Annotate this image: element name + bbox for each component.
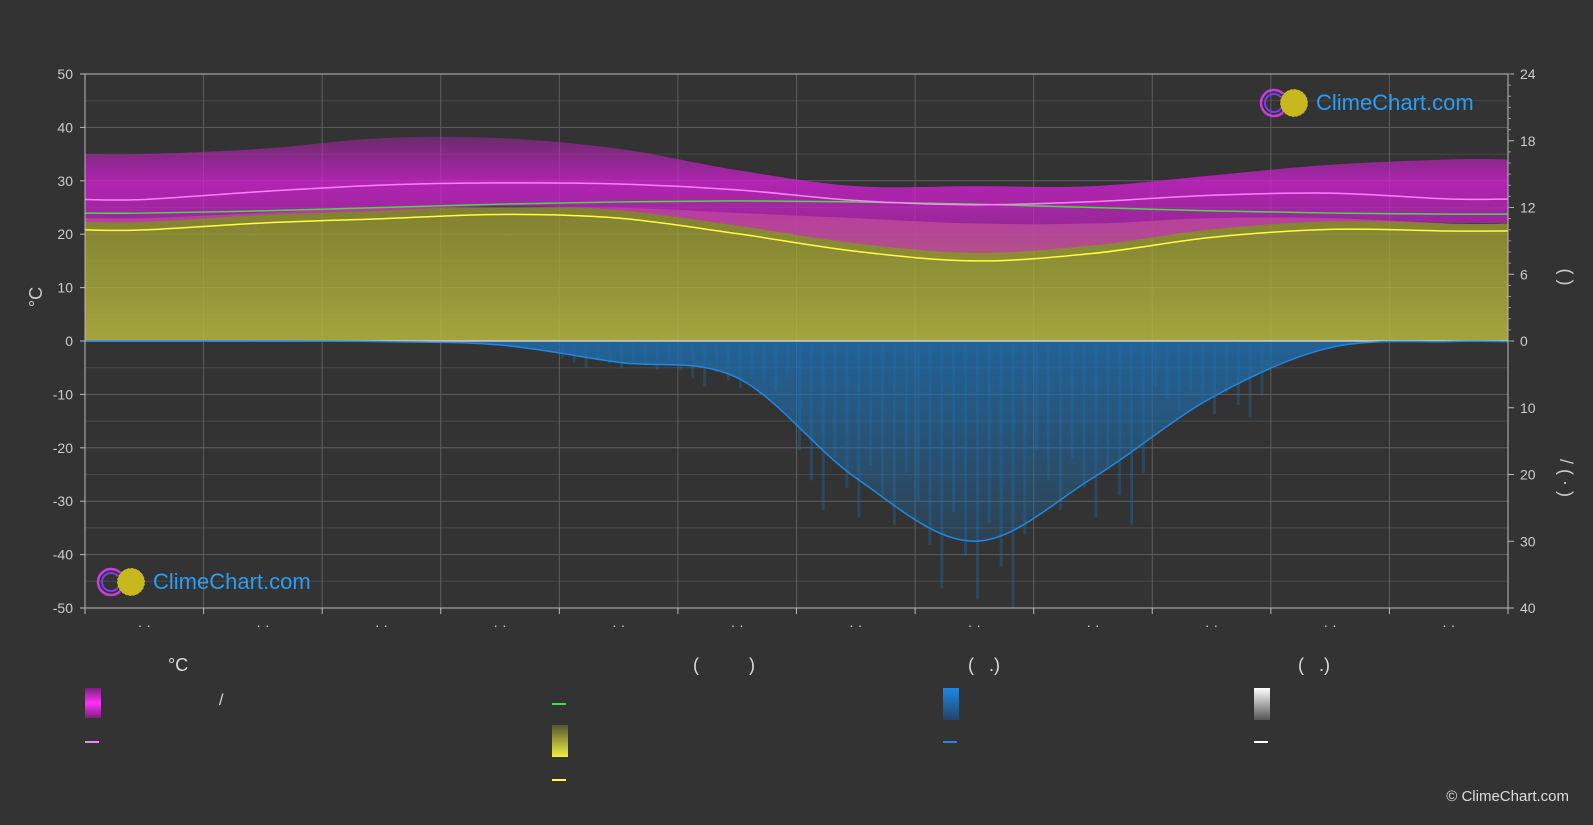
precipitation-line: [84, 340, 1509, 543]
y-tick-label-right-bottom: 20: [1520, 467, 1536, 483]
y-tick-label-right-top: 18: [1520, 133, 1536, 149]
x-tick-label: · ·: [1442, 617, 1455, 633]
legend-swatch-rain: [943, 688, 959, 720]
legend-swatch-max-line: [85, 741, 99, 743]
avg-max-temp-line: [84, 182, 1509, 206]
legend-swatch-rain-line: [943, 741, 957, 743]
logo-text: ClimeChart.com: [153, 569, 311, 594]
climechart-logo-icon: [1259, 88, 1309, 118]
legend-head-snow: ( .): [1298, 655, 1330, 675]
legend-swatch-daylight-line: [552, 703, 566, 705]
y-axis-title-left: °C: [26, 287, 46, 307]
y-tick-label-right-bottom: 40: [1520, 600, 1536, 616]
x-tick-label: · ·: [612, 617, 625, 633]
y-tick-label-left: 30: [57, 173, 73, 189]
y-tick-label-right-top: 6: [1520, 266, 1528, 282]
logo-text: ClimeChart.com: [1316, 90, 1474, 115]
x-tick-label: · ·: [731, 617, 744, 633]
y-tick-label-left: 40: [57, 119, 73, 135]
y-tick-label-left: 50: [57, 66, 73, 82]
y-tick-label-left: -50: [53, 600, 73, 616]
daylight-line: [84, 200, 1509, 216]
legend-head-rain: ( .): [968, 655, 1000, 675]
y-tick-label-left: 0: [65, 333, 73, 349]
legend: °C ( ) ( .) ( .) /: [0, 655, 1593, 825]
x-tick-label: · ·: [375, 617, 388, 633]
x-tick-label: · ·: [1324, 617, 1337, 633]
avg-min-temp-line: [84, 213, 1509, 262]
y-tick-label-right-top: 0: [1520, 333, 1528, 349]
y-tick-label-left: -40: [53, 547, 73, 563]
axes: 50 40 30 20 10 0 -10 -20 -30 -40 -50 24 18 12 6 0 10 20 30…: [53, 66, 1536, 633]
x-tick-label: · ·: [493, 617, 506, 633]
legend-swatch-temp-range: [85, 688, 101, 718]
series-lines: [84, 182, 1509, 543]
x-tick-label: · ·: [849, 617, 862, 633]
x-tick-label: · ·: [1086, 617, 1099, 633]
y-axis-title-right-bottom: / ( · ): [1556, 459, 1576, 497]
logo-top-right: ClimeChart.com: [1258, 87, 1474, 119]
legend-head-sun: ( ): [693, 655, 755, 675]
y-tick-label-right-top: 24: [1520, 66, 1536, 82]
sunshine-area: [85, 207, 1508, 341]
y-tick-label-left: -20: [53, 440, 73, 456]
y-tick-label-left: -10: [53, 386, 73, 402]
y-tick-label-left: 20: [57, 226, 73, 242]
climechart-logo-icon: [96, 567, 146, 597]
legend-slash: /: [219, 692, 224, 709]
x-tick-label: · ·: [256, 617, 269, 633]
precipitation-area: [85, 340, 1508, 542]
x-tick-label: · ·: [138, 617, 151, 633]
y-tick-label-right-bottom: 10: [1520, 400, 1536, 416]
x-tick-label: · ·: [1205, 617, 1218, 633]
legend-swatch-snow-line: [1254, 741, 1268, 743]
x-tick-label: · ·: [968, 617, 981, 633]
legend-swatch-min-line: [552, 779, 566, 781]
legend-swatch-snow: [1254, 688, 1270, 720]
y-tick-label-left: 10: [57, 280, 73, 296]
logo-bottom-left: ClimeChart.com: [95, 566, 311, 598]
y-tick-label-right-top: 12: [1520, 200, 1536, 216]
legend-swatch-sunshine: [552, 725, 568, 757]
climate-chart: 50 40 30 20 10 0 -10 -20 -30 -40 -50 24 18 12 6 0 10 20 30…: [26, 66, 1576, 633]
copyright: © ClimeChart.com: [1446, 788, 1569, 805]
y-tick-label-left: -30: [53, 493, 73, 509]
legend-head-temperature: °C: [168, 655, 189, 675]
y-tick-label-right-bottom: 30: [1520, 533, 1536, 549]
y-axis-title-right-top: ( ): [1556, 269, 1576, 286]
